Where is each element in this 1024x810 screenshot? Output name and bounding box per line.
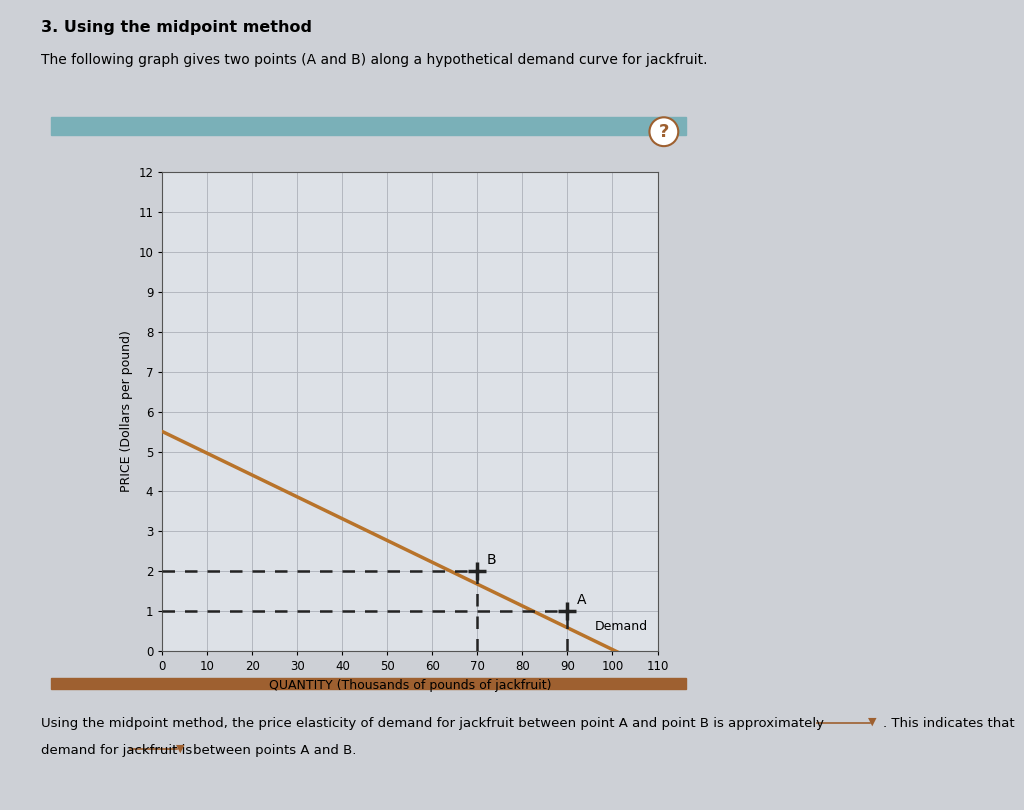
Text: Using the midpoint method, the price elasticity of demand for jackfruit between : Using the midpoint method, the price ela… <box>41 717 824 730</box>
Text: ▼: ▼ <box>176 744 184 753</box>
Bar <box>51 678 686 688</box>
Text: A: A <box>577 593 586 608</box>
Text: between points A and B.: between points A and B. <box>193 744 356 757</box>
Bar <box>51 117 686 134</box>
Text: ▼: ▼ <box>868 717 877 727</box>
Text: B: B <box>486 553 496 567</box>
Text: The following graph gives two points (A and B) along a hypothetical demand curve: The following graph gives two points (A … <box>41 53 708 66</box>
Y-axis label: PRICE (Dollars per pound): PRICE (Dollars per pound) <box>120 330 133 492</box>
X-axis label: QUANTITY (Thousands of pounds of jackfruit): QUANTITY (Thousands of pounds of jackfru… <box>268 679 551 692</box>
Text: 3. Using the midpoint method: 3. Using the midpoint method <box>41 20 312 36</box>
Text: . This indicates that: . This indicates that <box>883 717 1015 730</box>
Text: demand for jackfruit is: demand for jackfruit is <box>41 744 193 757</box>
Text: ?: ? <box>658 123 669 141</box>
Text: Demand: Demand <box>595 620 647 633</box>
